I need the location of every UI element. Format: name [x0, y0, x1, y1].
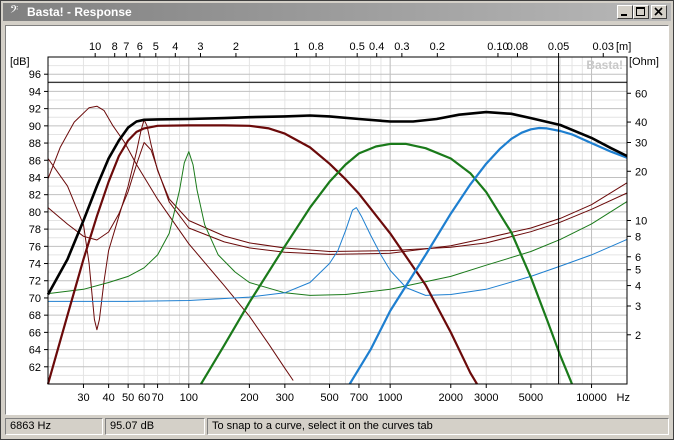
- bottom-tick-label: 1000: [378, 392, 402, 404]
- top-tick-label: 2: [233, 41, 239, 53]
- left-axis-unit: [dB]: [10, 56, 30, 68]
- right-tick-label: 6: [635, 252, 641, 264]
- left-tick-label: 82: [29, 190, 41, 202]
- maximize-button[interactable]: [633, 5, 649, 19]
- right-tick-label: 8: [635, 231, 641, 243]
- left-tick-label: 76: [29, 241, 41, 253]
- right-tick-label: 4: [635, 281, 641, 293]
- response-chart[interactable]: 30 40 50 60 70 100 200 300 500 700 1000 2000 3000 500…: [6, 26, 668, 414]
- bottom-tick-label: 10000: [576, 392, 607, 404]
- left-tick-label: 88: [29, 138, 41, 150]
- woofer-curve: [46, 124, 478, 385]
- bottom-tick-label: 100: [180, 392, 198, 404]
- left-tick-label: 66: [29, 327, 41, 339]
- bottom-tick-label: 2000: [439, 392, 463, 404]
- bottom-tick-label: 40: [102, 392, 114, 404]
- mid-curve: [200, 142, 574, 385]
- top-tick-label: 3: [197, 41, 203, 53]
- left-tick-label: 68: [29, 310, 41, 322]
- bottom-tick-label: 60: [138, 392, 150, 404]
- bottom-tick-label: 200: [240, 392, 258, 404]
- top-tick-label: 8: [112, 41, 118, 53]
- right-tick-label: 30: [635, 137, 647, 149]
- bottom-axis-unit: Hz: [617, 392, 630, 404]
- bottom-tick-label: 300: [276, 392, 294, 404]
- close-icon: [654, 7, 663, 16]
- woofer-curve: [47, 105, 294, 381]
- tweeter-curve: [48, 207, 628, 302]
- top-tick-label: 4: [172, 41, 178, 53]
- status-level: 95.07 dB: [105, 418, 205, 435]
- right-tick-label: 60: [635, 88, 647, 100]
- top-tick-label: 0.08: [507, 41, 528, 53]
- status-bar: 6863 Hz 95.07 dB To snap to a curve, sel…: [3, 417, 671, 437]
- basta-watermark: Basta!: [586, 58, 623, 72]
- woofer-curve: [47, 142, 628, 255]
- left-tick-label: 72: [29, 276, 41, 288]
- bottom-tick-label: 700: [350, 392, 368, 404]
- title-bar[interactable]: 𝄢 Basta! - Response: [3, 3, 671, 21]
- left-tick-label: 92: [29, 104, 41, 116]
- tweeter-curve: [348, 126, 628, 385]
- left-tick-label: 78: [29, 224, 41, 236]
- left-tick-label: 80: [29, 207, 41, 219]
- top-tick-label: 0.2: [430, 41, 445, 53]
- bottom-tick-label: 3000: [474, 392, 498, 404]
- right-tick-label: 3: [635, 301, 641, 313]
- left-tick-label: 96: [29, 69, 41, 81]
- right-axis-unit: [Ohm]: [629, 56, 659, 68]
- top-tick-label: 0.5: [350, 41, 365, 53]
- bottom-tick-label: 50: [122, 392, 134, 404]
- right-tick-label: 10: [635, 216, 647, 228]
- top-tick-label: 0.4: [369, 41, 384, 53]
- top-tick-label: 0.8: [308, 41, 323, 53]
- close-button[interactable]: [651, 5, 667, 19]
- right-tick-label: 2: [635, 330, 641, 342]
- top-tick-label: 5: [153, 41, 159, 53]
- top-tick-label: 6: [137, 41, 143, 53]
- bass-clef-icon[interactable]: 𝄢: [9, 4, 19, 19]
- top-tick-label: 0.3: [394, 41, 409, 53]
- minimize-button[interactable]: [617, 5, 633, 19]
- top-tick-label: 0.10: [487, 41, 508, 53]
- left-tick-label: 84: [29, 172, 41, 184]
- left-tick-label: 94: [29, 86, 41, 98]
- left-tick-label: 70: [29, 293, 41, 305]
- right-tick-label: 40: [635, 117, 647, 129]
- left-tick-label: 86: [29, 155, 41, 167]
- bottom-tick-label: 5000: [519, 392, 543, 404]
- right-tick-label: 5: [635, 265, 641, 277]
- left-tick-label: 90: [29, 121, 41, 133]
- status-frequency: 6863 Hz: [5, 418, 103, 435]
- right-tick-label: 20: [635, 166, 647, 178]
- left-tick-label: 74: [29, 259, 41, 271]
- top-axis-unit: [m]: [616, 41, 631, 53]
- mid-curve: [47, 151, 628, 296]
- bottom-tick-label: 30: [77, 392, 89, 404]
- top-tick-label: 0.05: [548, 41, 569, 53]
- left-tick-label: 64: [29, 345, 41, 357]
- top-tick-label: 7: [123, 41, 129, 53]
- status-hint: To snap to a curve, select it on the cur…: [207, 418, 669, 435]
- window-title: Basta! - Response: [27, 5, 132, 19]
- top-tick-label: 10: [89, 41, 101, 53]
- response-plot[interactable]: 30 40 50 60 70 100 200 300 500 700 1000 2000 3000 500…: [5, 25, 669, 415]
- top-tick-label: 0.03: [593, 41, 614, 53]
- maximize-icon: [636, 7, 645, 16]
- minimize-icon: [621, 14, 627, 16]
- bottom-tick-label: 70: [151, 392, 163, 404]
- bottom-tick-label: 500: [320, 392, 338, 404]
- sum-curve: [46, 110, 628, 296]
- woofer-curve: [47, 119, 628, 331]
- top-tick-label: 1: [294, 41, 300, 53]
- left-tick-label: 62: [29, 362, 41, 374]
